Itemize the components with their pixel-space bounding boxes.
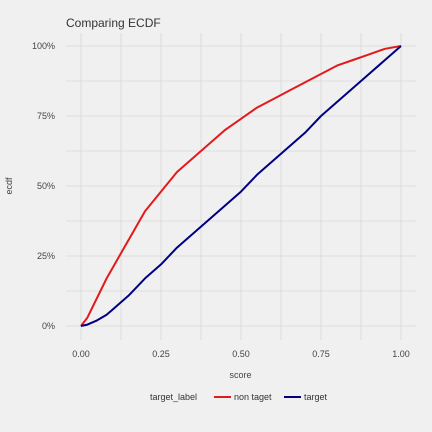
x-tick-label: 0.00 [72, 349, 90, 359]
legend-title: target_label [150, 392, 197, 402]
legend-label-non-taget: non taget [234, 392, 272, 402]
series-lines [80, 45, 402, 327]
x-tick-label: 0.25 [152, 349, 170, 359]
x-tick-label: 0.50 [232, 349, 250, 359]
legend-label-target: target [304, 392, 328, 402]
grid [66, 33, 416, 340]
y-tick-label: 50% [37, 181, 55, 191]
series-line-non-taget [80, 45, 402, 327]
chart-title: Comparing ECDF [66, 16, 161, 30]
y-tick-label: 25% [37, 251, 55, 261]
y-axis-ticks: 0% 25% 50% 75% 100% [32, 41, 55, 331]
y-tick-label: 75% [37, 111, 55, 121]
series-line-target [80, 45, 402, 327]
y-axis-label: ecdf [4, 177, 14, 195]
legend: target_label non taget target [150, 392, 328, 402]
y-tick-label: 100% [32, 41, 55, 51]
y-tick-label: 0% [42, 321, 55, 331]
x-axis-label: score [229, 370, 251, 380]
x-axis-ticks: 0.00 0.25 0.50 0.75 1.00 [72, 349, 410, 359]
x-tick-label: 0.75 [312, 349, 330, 359]
x-tick-label: 1.00 [392, 349, 410, 359]
